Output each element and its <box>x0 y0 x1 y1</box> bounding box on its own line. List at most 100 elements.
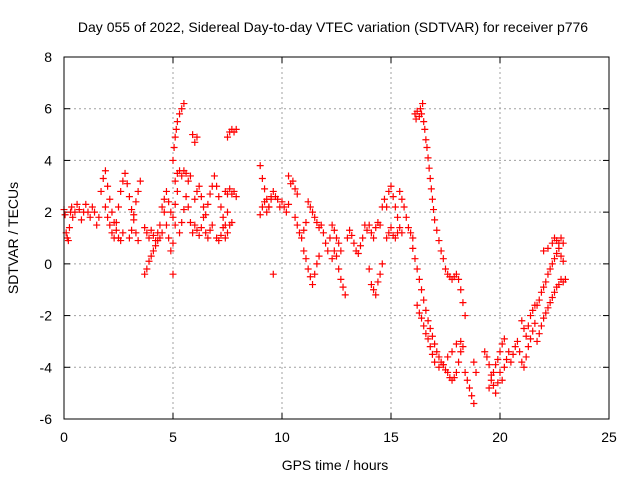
data-point <box>206 226 214 234</box>
data-point <box>293 190 301 198</box>
data-point <box>134 237 142 245</box>
data-point <box>437 247 445 255</box>
data-point <box>330 226 338 234</box>
data-point <box>99 175 107 183</box>
data-point <box>559 257 567 265</box>
data-point <box>219 213 227 221</box>
data-point <box>424 154 432 162</box>
data-point <box>302 218 310 226</box>
data-point <box>258 175 266 183</box>
data-point <box>548 260 556 268</box>
data-point <box>498 376 506 384</box>
data-point <box>311 213 319 221</box>
y-tick-label: -4 <box>40 359 53 375</box>
data-point <box>435 237 443 245</box>
data-point <box>411 255 419 263</box>
data-point <box>158 203 166 211</box>
data-point <box>184 203 192 211</box>
data-point <box>457 286 465 294</box>
data-point <box>439 361 447 369</box>
x-tick-label: 0 <box>60 429 68 445</box>
x-tick-label: 20 <box>492 429 508 445</box>
data-point <box>108 229 116 237</box>
data-point <box>176 229 184 237</box>
data-point <box>104 213 112 221</box>
data-point <box>404 224 412 232</box>
data-point <box>230 187 238 195</box>
data-point <box>258 203 266 211</box>
data-point <box>306 203 314 211</box>
data-point <box>333 234 340 242</box>
data-point <box>217 203 225 211</box>
chart-title: Day 055 of 2022, Sidereal Day-to-day VTE… <box>78 19 588 35</box>
data-point <box>335 265 343 273</box>
data-point <box>492 361 500 369</box>
data-point <box>173 187 181 195</box>
data-point <box>391 234 399 242</box>
data-point <box>383 203 391 211</box>
data-point <box>435 353 443 361</box>
data-point <box>535 330 543 338</box>
data-point <box>420 118 428 126</box>
data-point <box>485 361 493 369</box>
data-point <box>455 358 463 366</box>
data-point <box>444 353 452 361</box>
data-point <box>423 144 431 151</box>
data-point <box>106 221 114 229</box>
data-point <box>101 203 109 211</box>
data-point <box>280 203 288 211</box>
data-point <box>433 348 441 356</box>
data-point <box>426 325 434 332</box>
data-point <box>553 250 561 258</box>
data-point <box>428 350 436 358</box>
data-point <box>208 221 216 229</box>
data-point <box>452 340 460 348</box>
data-point <box>337 275 345 283</box>
data-point <box>424 317 432 325</box>
data-point <box>415 275 423 283</box>
data-point <box>317 221 325 229</box>
data-point <box>461 368 469 376</box>
data-point <box>110 234 118 242</box>
data-point <box>145 257 153 265</box>
data-point <box>304 198 312 206</box>
data-point <box>206 190 214 198</box>
data-point <box>128 226 136 234</box>
data-point <box>291 185 299 193</box>
data-point <box>425 164 433 172</box>
data-point <box>537 288 545 296</box>
data-point <box>128 206 136 214</box>
data-point <box>285 172 293 180</box>
data-point <box>169 213 177 221</box>
data-point <box>509 350 517 358</box>
x-tick-label: 10 <box>274 429 290 445</box>
data-point <box>156 221 164 229</box>
data-point <box>88 203 96 211</box>
data-point <box>430 206 438 214</box>
data-point <box>141 270 149 278</box>
data-point <box>559 239 567 247</box>
data-point <box>61 211 69 219</box>
data-point <box>378 260 386 268</box>
data-point <box>387 224 395 232</box>
data-point <box>117 187 125 195</box>
data-point <box>540 247 548 255</box>
data-point <box>328 255 336 263</box>
data-point <box>339 283 347 291</box>
data-point <box>376 221 384 229</box>
data-point <box>328 221 336 229</box>
data-point <box>64 237 72 245</box>
data-point <box>282 208 290 216</box>
data-point <box>459 299 467 307</box>
data-point <box>180 206 188 214</box>
data-point <box>143 265 151 273</box>
data-point <box>422 136 430 144</box>
data-point <box>551 288 558 296</box>
data-point <box>529 327 537 335</box>
data-point <box>413 265 421 273</box>
data-point <box>431 358 439 366</box>
data-point <box>186 218 194 226</box>
data-point <box>428 332 436 340</box>
data-point <box>263 208 271 216</box>
data-point <box>108 208 116 216</box>
